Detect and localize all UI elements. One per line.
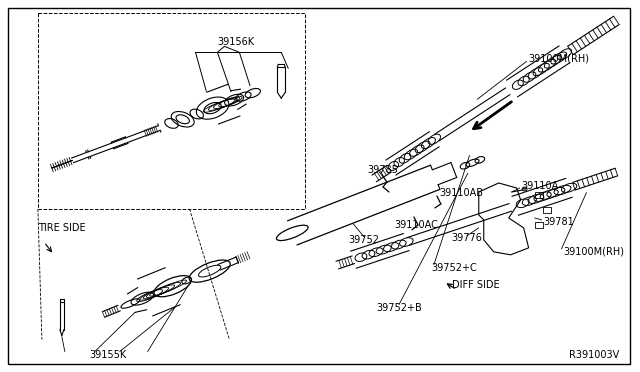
Text: 39776: 39776 xyxy=(451,233,482,243)
Text: DIFF SIDE: DIFF SIDE xyxy=(452,280,499,290)
Text: 39100M(RH): 39100M(RH) xyxy=(564,247,625,257)
Text: R391003V: R391003V xyxy=(568,350,619,360)
Ellipse shape xyxy=(522,187,527,191)
Bar xyxy=(38,13,305,209)
Text: 39752+C: 39752+C xyxy=(431,263,477,273)
Text: 39155K: 39155K xyxy=(89,350,126,360)
Text: 39110AB: 39110AB xyxy=(439,188,483,198)
Bar xyxy=(543,207,550,213)
Text: 39100M(RH): 39100M(RH) xyxy=(529,53,589,63)
Text: 39781: 39781 xyxy=(543,217,574,227)
Text: 39785: 39785 xyxy=(367,165,398,175)
Text: 39752+B: 39752+B xyxy=(376,303,422,313)
Bar xyxy=(534,222,543,228)
Text: 39110A: 39110A xyxy=(522,181,559,191)
Text: TIRE SIDE: TIRE SIDE xyxy=(38,223,86,233)
Text: 39110AC: 39110AC xyxy=(394,220,438,230)
Text: 39752: 39752 xyxy=(349,235,380,245)
Bar xyxy=(534,192,543,198)
Text: 39156K: 39156K xyxy=(218,37,255,47)
